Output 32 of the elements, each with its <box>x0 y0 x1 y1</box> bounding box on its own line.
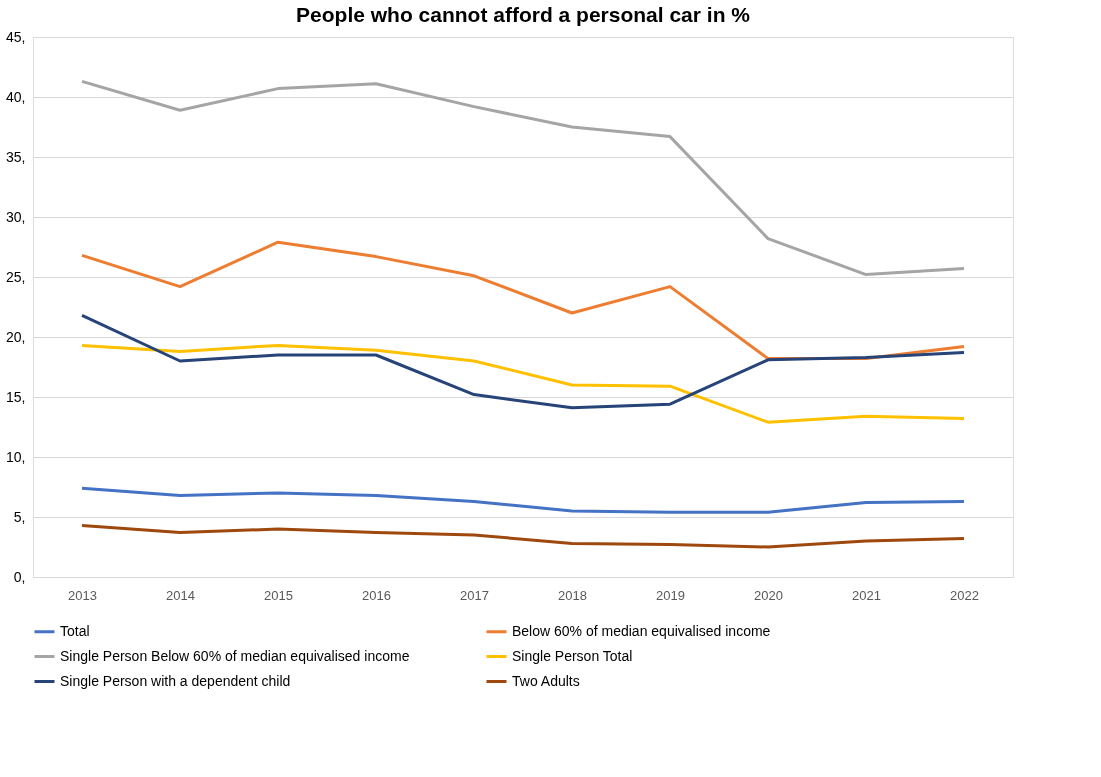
y-tick-label: 5, <box>13 508 26 525</box>
y-tick-label: 20, <box>6 328 26 345</box>
x-tick-label: 2016 <box>362 587 391 603</box>
legend-label: Below 60% of median equivalised income <box>512 622 771 639</box>
y-tick-label: 45, <box>6 28 26 45</box>
legend-label: Two Adults <box>512 672 580 689</box>
y-tick-label: 0, <box>13 568 26 585</box>
x-tick-label: 2020 <box>754 587 783 603</box>
chart-title: People who cannot afford a personal car in % <box>296 3 751 26</box>
y-tick-label: 30, <box>6 208 26 225</box>
line-series <box>80 486 966 514</box>
line-series <box>80 313 966 410</box>
legend-label: Single Person Total <box>512 647 633 664</box>
legend-label: Single Person with a dependent child <box>60 672 291 689</box>
y-tick-label: 35, <box>6 148 26 165</box>
x-tick-label: 2021 <box>852 587 881 603</box>
x-tick-label: 2015 <box>264 587 293 603</box>
y-tick-label: 25, <box>6 268 26 285</box>
x-tick-label: 2022 <box>950 587 979 603</box>
x-tick-label: 2019 <box>656 587 685 603</box>
legend-label: Single Person Below 60% of median equivalised income <box>60 647 410 664</box>
x-tick-label: 2013 <box>68 587 97 603</box>
line-series <box>80 343 966 424</box>
line-series <box>80 523 966 549</box>
line-series <box>80 79 966 277</box>
y-tick-label: 40, <box>6 88 26 105</box>
x-tick-label: 2017 <box>460 587 489 603</box>
legend-label: Total <box>60 622 90 639</box>
y-tick-label: 10, <box>6 448 26 465</box>
x-tick-label: 2014 <box>166 587 195 603</box>
y-tick-label: 15, <box>6 388 26 405</box>
x-tick-label: 2018 <box>558 587 587 603</box>
